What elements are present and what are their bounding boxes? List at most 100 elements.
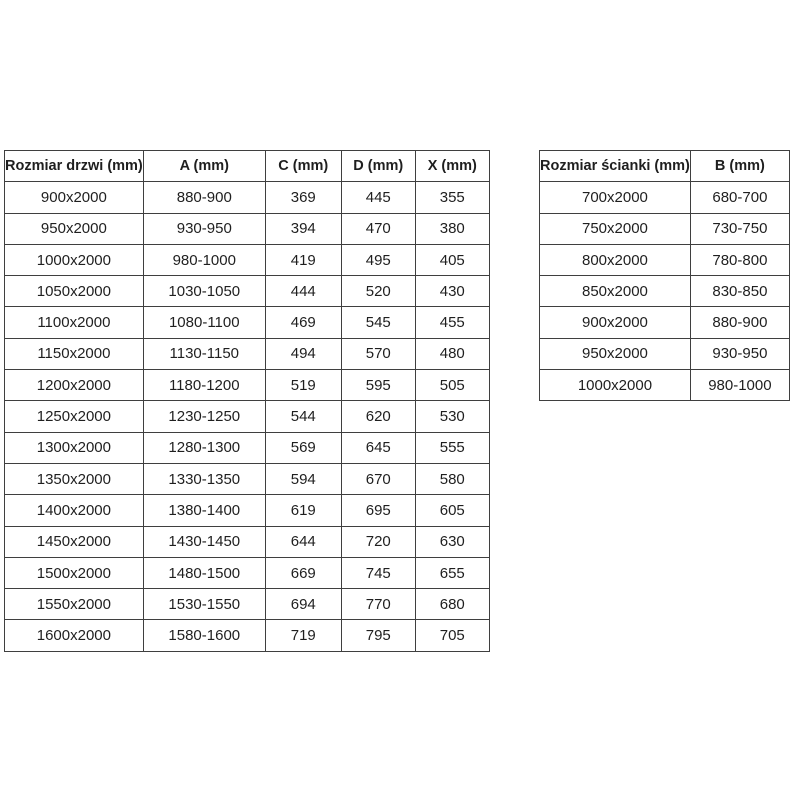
table-cell: 1100x2000: [4, 306, 144, 339]
table-row: 1050x2000 1030-1050 444 520 430: [4, 275, 490, 308]
table-cell: 1300x2000: [4, 431, 144, 464]
table-cell: 795: [340, 619, 416, 652]
table-cell: 950x2000: [539, 337, 691, 371]
table-cell: 570: [340, 337, 416, 371]
table-cell: 1400x2000: [4, 494, 144, 527]
table-cell: 580: [414, 462, 490, 496]
table-cell: 850x2000: [539, 275, 691, 308]
table-cell: 1480-1500: [142, 556, 266, 590]
table-cell: 900x2000: [4, 181, 144, 214]
door-size-table: Rozmiar drzwi (mm) A (mm) C (mm) D (mm) X (m…: [4, 149, 490, 652]
table-cell: 1530-1550: [142, 588, 266, 621]
table-cell: 455: [414, 306, 490, 339]
table-cell: 495: [340, 243, 416, 277]
table-cell: 644: [264, 525, 342, 558]
table-cell: 505: [414, 369, 490, 402]
table-row: 1000x2000 980-1000 419 495 405: [4, 243, 490, 277]
table-cell: 519: [264, 369, 342, 402]
table-cell: 405: [414, 243, 490, 277]
table-cell: 695: [340, 494, 416, 527]
table-row: 950x2000 930-950 394 470 380: [4, 212, 490, 245]
table-cell: 1000x2000: [4, 243, 144, 277]
table-cell: 750x2000: [539, 212, 691, 245]
table-cell: 700x2000: [539, 181, 691, 214]
table-cell: 980-1000: [689, 369, 790, 402]
table-cell: 980-1000: [142, 243, 266, 277]
column-header: C (mm): [264, 149, 342, 183]
table-cell: 680: [414, 588, 490, 621]
table-cell: 1180-1200: [142, 369, 266, 402]
table-cell: 1430-1450: [142, 525, 266, 558]
table-cell: 680-700: [689, 181, 790, 214]
table-cell: 444: [264, 275, 342, 308]
table-cell: 1330-1350: [142, 462, 266, 496]
table-cell: 430: [414, 275, 490, 308]
table-cell: 745: [340, 556, 416, 590]
table-cell: 950x2000: [4, 212, 144, 245]
table-row: 1550x2000 1530-1550 694 770 680: [4, 588, 490, 621]
table-cell: 930-950: [689, 337, 790, 371]
table-cell: 480: [414, 337, 490, 371]
table-cell: 670: [340, 462, 416, 496]
table-cell: 830-850: [689, 275, 790, 308]
table-row: 750x2000 730-750: [539, 212, 790, 245]
table-row: 700x2000 680-700: [539, 181, 790, 214]
column-header: B (mm): [689, 149, 790, 183]
column-header: Rozmiar ścianki (mm): [539, 149, 691, 183]
table-cell: 419: [264, 243, 342, 277]
table-row: 1600x2000 1580-1600 719 795 705: [4, 619, 490, 652]
table-cell: 594: [264, 462, 342, 496]
table-cell: 355: [414, 181, 490, 214]
table-cell: 619: [264, 494, 342, 527]
table-cell: 630: [414, 525, 490, 558]
table-row: 1500x2000 1480-1500 669 745 655: [4, 556, 490, 590]
table-cell: 380: [414, 212, 490, 245]
table-cell: 1050x2000: [4, 275, 144, 308]
table-cell: 669: [264, 556, 342, 590]
table-cell: 1130-1150: [142, 337, 266, 371]
table-cell: 1350x2000: [4, 462, 144, 496]
table-cell: 1030-1050: [142, 275, 266, 308]
table-cell: 1500x2000: [4, 556, 144, 590]
table-cell: 880-900: [689, 306, 790, 339]
table-row: 1150x2000 1130-1150 494 570 480: [4, 337, 490, 371]
table-row: 1250x2000 1230-1250 544 620 530: [4, 400, 490, 433]
table-row: 1350x2000 1330-1350 594 670 580: [4, 462, 490, 496]
table-cell: 1250x2000: [4, 400, 144, 433]
table-cell: 1600x2000: [4, 619, 144, 652]
table-row: 950x2000 930-950: [539, 337, 790, 371]
table-row: 1200x2000 1180-1200 519 595 505: [4, 369, 490, 402]
column-header: D (mm): [340, 149, 416, 183]
header-row: Rozmiar ścianki (mm) B (mm): [539, 149, 790, 183]
table-cell: 545: [340, 306, 416, 339]
table-cell: 1450x2000: [4, 525, 144, 558]
table-row: 850x2000 830-850: [539, 275, 790, 308]
table-cell: 880-900: [142, 181, 266, 214]
table-cell: 719: [264, 619, 342, 652]
table-row: 1450x2000 1430-1450 644 720 630: [4, 525, 490, 558]
table-cell: 1150x2000: [4, 337, 144, 371]
table-cell: 520: [340, 275, 416, 308]
table-cell: 620: [340, 400, 416, 433]
wall-size-table: Rozmiar ścianki (mm) B (mm) 700x2000 680-70…: [539, 149, 790, 402]
table-cell: 1380-1400: [142, 494, 266, 527]
table-cell: 369: [264, 181, 342, 214]
table-cell: 494: [264, 337, 342, 371]
table-cell: 1080-1100: [142, 306, 266, 339]
table-cell: 780-800: [689, 243, 790, 277]
table-cell: 705: [414, 619, 490, 652]
column-header: Rozmiar drzwi (mm): [4, 149, 144, 183]
table-cell: 394: [264, 212, 342, 245]
table-cell: 930-950: [142, 212, 266, 245]
table-cell: 1580-1600: [142, 619, 266, 652]
table-row: 1300x2000 1280-1300 569 645 555: [4, 431, 490, 464]
table-row: 900x2000 880-900: [539, 306, 790, 339]
table-cell: 900x2000: [539, 306, 691, 339]
table-cell: 569: [264, 431, 342, 464]
table-cell: 445: [340, 181, 416, 214]
table-cell: 530: [414, 400, 490, 433]
table-cell: 470: [340, 212, 416, 245]
table-cell: 1000x2000: [539, 369, 691, 402]
table-cell: 770: [340, 588, 416, 621]
